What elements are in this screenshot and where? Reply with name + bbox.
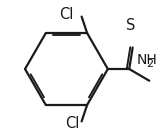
Text: Cl: Cl [65, 116, 79, 131]
Text: 2: 2 [146, 59, 153, 69]
Text: Cl: Cl [59, 7, 74, 22]
Text: S: S [126, 18, 135, 33]
Text: NH: NH [136, 53, 157, 67]
